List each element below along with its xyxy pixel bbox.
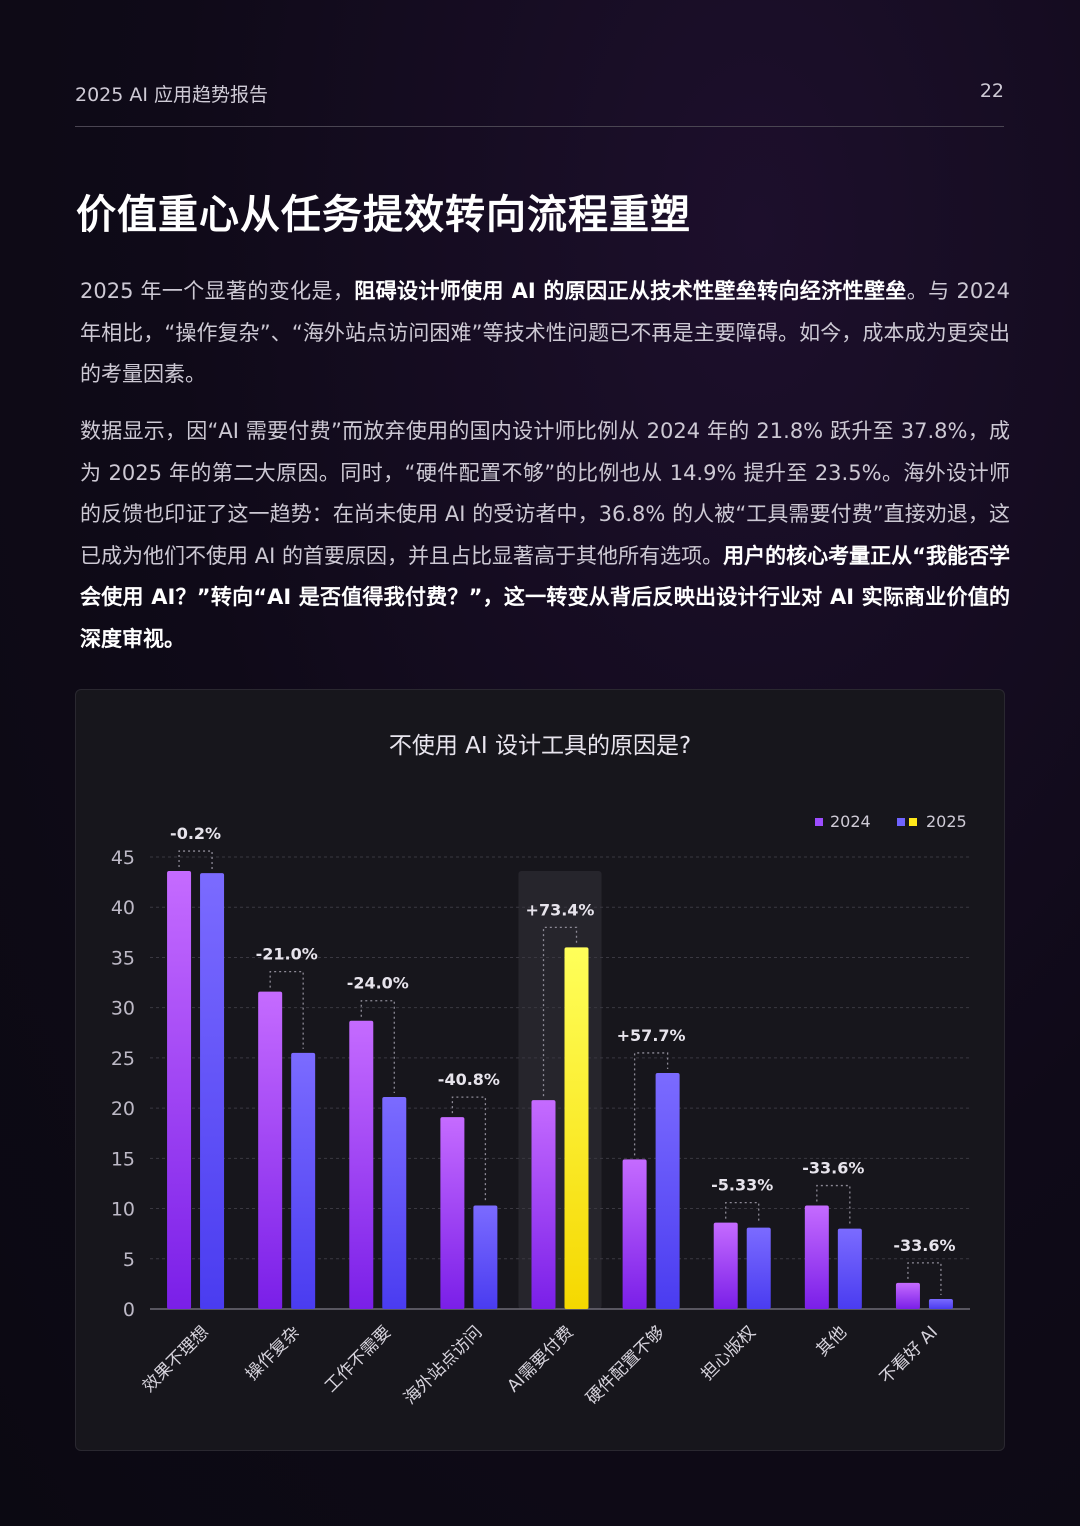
chart-title: 不使用 AI 设计工具的原因是? xyxy=(388,733,692,759)
paragraph-2-text-a: 数据显示，因“AI 需要付费”而放弃使用的国内设计师比例从 2024 年的 21… xyxy=(80,419,1010,568)
page-header: 2025 AI 应用趋势报告 22 xyxy=(75,78,1004,127)
bar-2025 xyxy=(928,1298,953,1309)
change-label: +73.4% xyxy=(526,900,595,919)
report-title: 2025 AI 应用趋势报告 xyxy=(75,84,269,106)
category-label: 海外站点访问 xyxy=(400,1322,486,1408)
bar-2024 xyxy=(713,1222,738,1309)
category-label: 其他 xyxy=(813,1322,851,1360)
highlight-column-bg xyxy=(518,871,602,1309)
change-label: -0.2% xyxy=(170,824,221,843)
y-tick-label: 30 xyxy=(111,998,135,1020)
y-tick-label: 5 xyxy=(123,1249,135,1271)
change-label: -24.0% xyxy=(347,974,409,993)
paragraph-2: 数据显示，因“AI 需要付费”而放弃使用的国内设计师比例从 2024 年的 21… xyxy=(80,411,1010,660)
bar-2025 xyxy=(382,1097,407,1309)
paragraph-1-emphasis: 阻碍设计师使用 AI 的原因正从技术性壁垒转向经济性壁垒 xyxy=(354,279,907,303)
y-tick-label: 25 xyxy=(111,1048,135,1070)
change-bracket xyxy=(542,926,578,1097)
paragraph-1-text-a: 2025 年一个显著的变化是， xyxy=(80,279,355,303)
change-label: -40.8% xyxy=(438,1070,500,1089)
category-label: 硬件配置不够 xyxy=(582,1322,668,1408)
change-label: +57.7% xyxy=(617,1026,686,1045)
category-label: 操作复杂 xyxy=(242,1322,304,1384)
category-label: 工作不需要 xyxy=(321,1322,395,1396)
section-title: 价值重心从任务提效转向流程重塑 xyxy=(76,192,691,238)
bar-2025 xyxy=(837,1228,862,1309)
bar-2024 xyxy=(167,871,192,1309)
bar-2024 xyxy=(531,1100,556,1309)
bar-2024 xyxy=(440,1117,465,1309)
bar-2025 xyxy=(564,947,589,1309)
category-label: 效果不理想 xyxy=(139,1322,213,1396)
bar-2025 xyxy=(746,1227,771,1309)
y-tick-label: 45 xyxy=(111,847,135,869)
change-bracket xyxy=(907,1262,942,1295)
bar-2024 xyxy=(804,1205,829,1309)
bar-chart: 051015202530354045-0.2%效果不理想-21.0%操作复杂-2… xyxy=(111,812,970,1409)
bar-2025 xyxy=(291,1052,316,1309)
bar-2024 xyxy=(349,1020,374,1309)
bar-2024 xyxy=(895,1282,920,1309)
bar-2025 xyxy=(473,1205,498,1309)
legend-swatch-2025 xyxy=(897,818,905,826)
legend-label-2025: 2025 xyxy=(926,812,967,831)
y-tick-label: 15 xyxy=(111,1148,135,1170)
paragraph-1: 2025 年一个显著的变化是，阻碍设计师使用 AI 的原因正从技术性壁垒转向经济… xyxy=(80,271,1010,396)
y-tick-label: 0 xyxy=(123,1299,135,1321)
y-tick-label: 20 xyxy=(111,1098,135,1120)
legend-swatch-2025-highlight xyxy=(909,818,917,826)
paragraph-1-text-c: 。与 2024 年相比，“操作复杂”、“海外站点访问困难”等技术性问题已不再是主… xyxy=(80,279,1010,386)
category-label: AI需要付费 xyxy=(504,1322,578,1396)
change-label: -5.33% xyxy=(711,1176,773,1195)
change-bracket xyxy=(725,1201,760,1224)
page-number: 22 xyxy=(979,80,1004,102)
bar-2025 xyxy=(655,1072,680,1309)
change-bracket xyxy=(178,850,213,870)
category-label: 担心版权 xyxy=(698,1322,760,1384)
y-tick-label: 10 xyxy=(111,1199,135,1221)
change-label: -33.6% xyxy=(893,1236,955,1255)
legend-swatch-2024 xyxy=(815,818,823,826)
y-tick-label: 35 xyxy=(111,947,135,969)
y-tick-label: 40 xyxy=(111,897,135,919)
change-label: -33.6% xyxy=(802,1159,864,1178)
bar-2024 xyxy=(258,991,283,1309)
bar-2025 xyxy=(200,873,225,1309)
paragraph-2-emphasis: 用户的核心考量正从“我能否学会使用 AI？”转向“AI 是否值得我付费？”，这一… xyxy=(80,543,1011,651)
bar-2024 xyxy=(622,1159,647,1309)
change-bracket xyxy=(360,1000,395,1094)
change-label: -21.0% xyxy=(256,945,318,964)
category-label: 不看好 AI xyxy=(876,1322,942,1388)
change-bracket xyxy=(451,1096,487,1202)
change-bracket xyxy=(633,1052,669,1156)
legend-label-2024: 2024 xyxy=(830,812,871,831)
